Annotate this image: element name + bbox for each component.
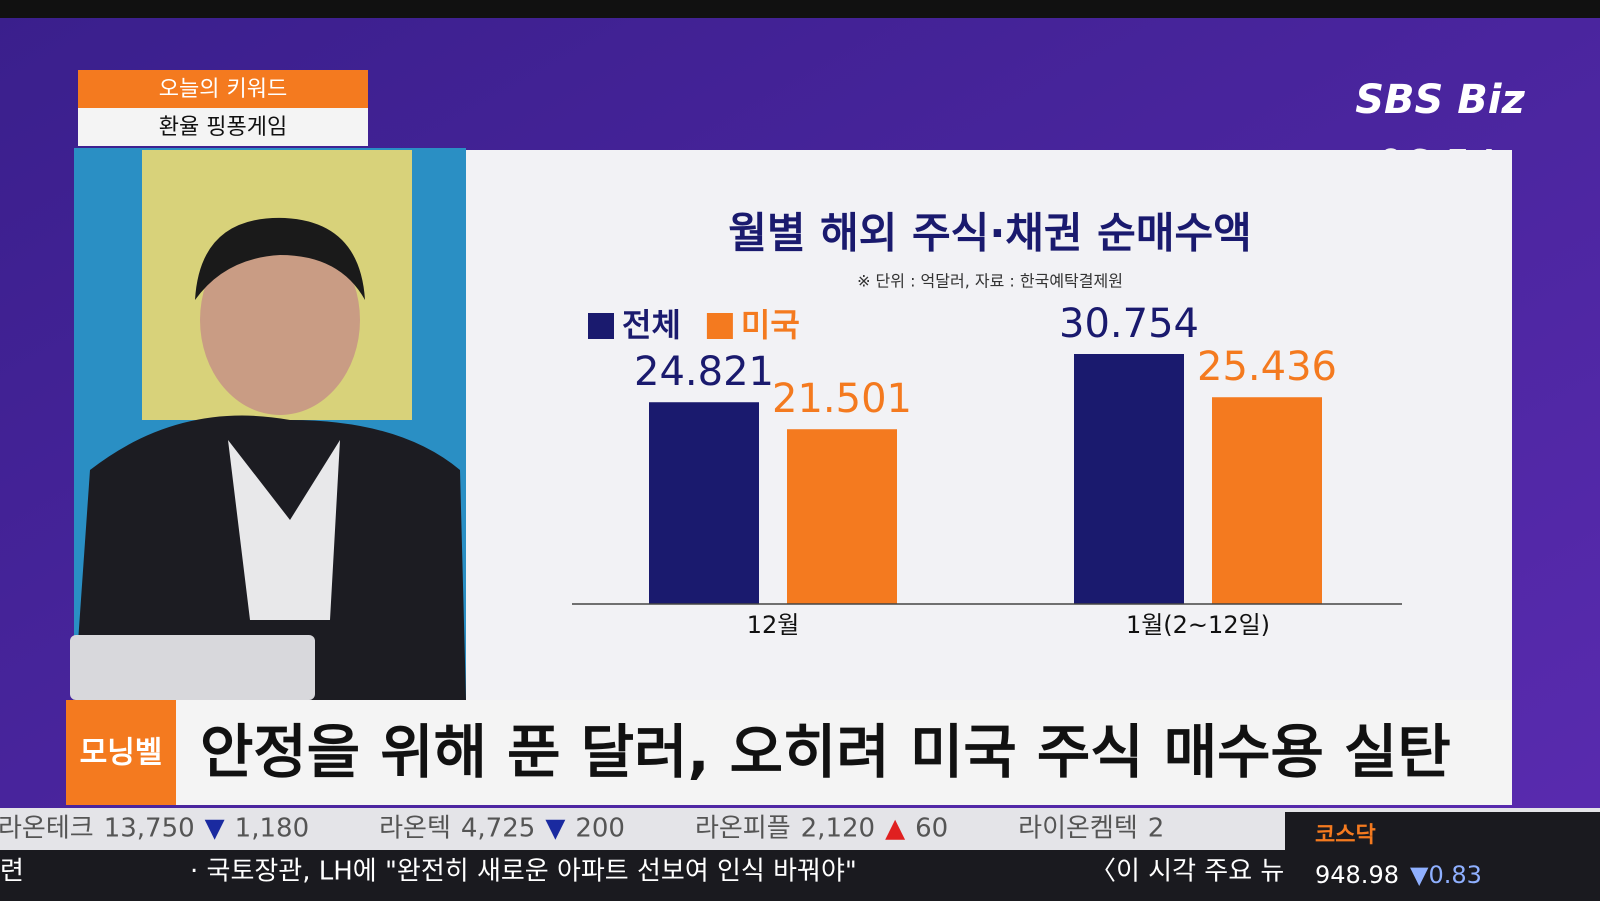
news-item: 〈이 시각 주요 뉴: [1090, 857, 1284, 887]
legend-swatch: [588, 313, 614, 339]
ticker-direction: ▼: [545, 814, 565, 844]
ticker-price: 13,750: [104, 814, 195, 844]
chart-subtitle: ※ 단위 : 억달러, 자료 : 한국예탁결제원: [857, 272, 1123, 291]
legend-swatch: [706, 313, 733, 339]
presenter-shirt: [228, 440, 340, 620]
ticker-change: 60: [915, 814, 948, 844]
data-label: 24.821: [634, 349, 774, 395]
ticker-price: 2: [1148, 814, 1165, 844]
ticker-name: 라온테크: [0, 814, 94, 844]
laptop: [70, 635, 315, 700]
ticker-direction: ▼: [205, 814, 225, 844]
headline-tag-box: [66, 700, 176, 805]
data-label: 21.501: [772, 376, 912, 422]
bar: [1074, 354, 1184, 604]
keyword-text: 환율 핑퐁게임: [159, 115, 287, 140]
ticker-change: 200: [575, 814, 625, 844]
ticker-name: 라온텍: [379, 814, 451, 844]
logo: SBS Biz: [1355, 77, 1525, 123]
headline-bar: [66, 700, 1512, 805]
legend-label: 미국: [741, 306, 800, 344]
headline-text: 안정을 위해 푼 달러, 오히려 미국 주식 매수용 실탄: [200, 718, 1451, 786]
ticker-prefix: 련: [0, 857, 24, 887]
presenter-hair: [195, 217, 365, 300]
index-change: ▼0.83: [1410, 861, 1482, 889]
chart-panel: [466, 150, 1512, 700]
data-label: 25.436: [1197, 344, 1337, 390]
keyword-label: 오늘의 키워드: [159, 77, 287, 102]
headline-tag: 모닝벨: [80, 736, 163, 771]
x-tick-label: 1월(2~12일): [1126, 611, 1270, 639]
ticker-name: 라이온켐텍: [1018, 814, 1138, 844]
bar: [1212, 397, 1322, 604]
chart-title: 월별 해외 주식·채권 순매수액: [728, 209, 1252, 258]
news-item: · 국토장관, LH에 "완전히 새로운 아파트 선보여 인식 바꿔야": [190, 857, 857, 887]
keyword-label-box: [78, 70, 368, 108]
bezel: [0, 0, 1600, 18]
ticker-direction: ▲: [885, 814, 905, 844]
index-name: 코스닥: [1315, 823, 1376, 848]
ticker-name: 라온피플: [695, 814, 791, 844]
index-value: 948.98: [1315, 861, 1399, 889]
bar: [649, 402, 759, 604]
stock-ticker: 라온테크 13,750 ▼ 1,180 라온텍 4,725 ▼ 200 라온피플 2,120 ▲ 60…: [0, 814, 1164, 844]
presenter-head: [200, 225, 360, 415]
keyword-text-box: [78, 108, 368, 146]
index-box: [1285, 812, 1600, 901]
ticker-price: 4,725: [461, 814, 535, 844]
ticker-price: 2,120: [801, 814, 875, 844]
bar: [787, 429, 897, 604]
data-label: 30.754: [1059, 301, 1199, 347]
ticker-change: 1,180: [235, 814, 309, 844]
legend-label: 전체: [622, 306, 681, 344]
x-tick-label: 12월: [747, 611, 800, 639]
